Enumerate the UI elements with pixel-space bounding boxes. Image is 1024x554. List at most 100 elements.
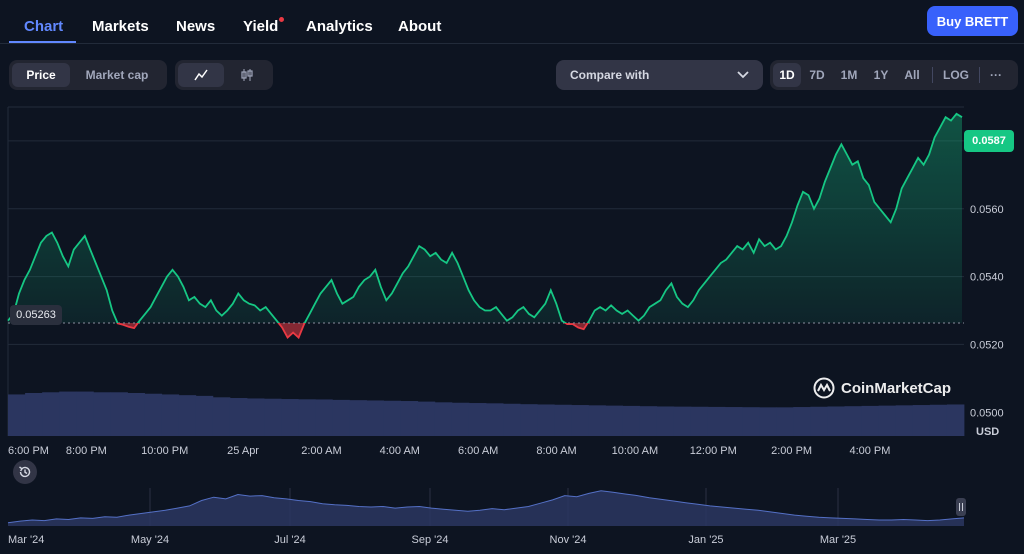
navigator-tick-label: Sep '24 <box>412 534 449 546</box>
range-1y-button[interactable]: 1Y <box>873 68 889 82</box>
price-button[interactable]: Price <box>12 63 70 87</box>
tab-yield-label: Yield <box>243 18 279 35</box>
chevron-down-icon <box>737 71 749 79</box>
range-navigator[interactable]: Mar '24 May '24 Jul '24 Sep '24 Nov '24 Jan '… <box>0 486 1024 554</box>
watermark-text: CoinMarketCap <box>841 379 952 397</box>
volume-bar <box>110 392 128 436</box>
watermark: CoinMarketCap <box>813 377 951 399</box>
volume-bar <box>946 404 965 436</box>
tab-chart[interactable]: Chart <box>24 18 64 35</box>
volume-bar <box>622 405 641 436</box>
volume-bar <box>673 406 692 436</box>
volume-bar <box>707 406 726 436</box>
navigator-tick-label: May '24 <box>131 534 169 546</box>
volume-bar <box>554 404 572 436</box>
type-toggle: Price Market cap <box>9 60 167 90</box>
volume-bar <box>810 406 828 436</box>
price-line-up <box>7 112 963 324</box>
price-area <box>8 113 962 338</box>
volume-bar <box>93 392 111 436</box>
volume-bar <box>229 398 248 436</box>
volume-bar <box>127 393 145 436</box>
navigator-line <box>7 490 965 524</box>
history-button[interactable] <box>13 460 37 484</box>
volume-bar <box>212 397 231 436</box>
x-tick-label: 8:00 AM <box>536 445 576 457</box>
price-area-up <box>8 113 962 324</box>
more-options-button[interactable]: ··· <box>990 68 1002 82</box>
tab-yield[interactable]: Yield <box>243 17 285 35</box>
price-line <box>7 112 963 340</box>
y-tick-label: 0.0520 <box>970 339 1004 351</box>
range-divider <box>932 67 933 83</box>
volume-bar <box>861 405 880 436</box>
range-1m-button[interactable]: 1M <box>840 68 858 82</box>
range-all-button[interactable]: All <box>904 68 920 82</box>
open-price-badge: 0.05263 <box>10 305 62 325</box>
volume-bar <box>247 398 265 436</box>
volume-bar <box>434 402 453 436</box>
range-selector: 1D 7D 1M 1Y All LOG ··· <box>770 60 1018 90</box>
x-tick-label: 6:00 PM <box>8 445 49 457</box>
x-tick-label: 10:00 PM <box>141 445 188 457</box>
volume-bar <box>895 405 914 436</box>
volume-bar <box>776 407 794 436</box>
volume-bar <box>400 401 419 436</box>
tab-analytics[interactable]: Analytics <box>306 18 373 35</box>
volume-bar <box>281 399 299 436</box>
top-nav: Chart Markets News Yield Analytics About… <box>0 0 1024 44</box>
volume-bar <box>571 405 589 436</box>
line-chart-button[interactable] <box>178 63 224 87</box>
candlestick-button[interactable] <box>224 63 270 87</box>
volume-bar <box>503 403 521 436</box>
volume-bar <box>161 394 180 436</box>
volume-bar <box>725 407 743 436</box>
x-tick-label: 4:00 AM <box>380 445 420 457</box>
navigator-tick-label: Nov '24 <box>550 534 587 546</box>
tab-markets[interactable]: Markets <box>92 18 149 35</box>
view-toggle <box>175 60 273 90</box>
range-divider-2 <box>979 67 980 83</box>
current-price-badge: 0.0587 <box>964 130 1014 152</box>
range-7d-button[interactable]: 7D <box>809 68 825 82</box>
volume-bar <box>878 405 897 436</box>
log-scale-button[interactable]: LOG <box>943 68 969 82</box>
navigator-tick-label: Jan '25 <box>688 534 723 546</box>
volume-bar <box>315 399 333 436</box>
volume-bar <box>520 404 538 436</box>
volume-bar <box>25 393 43 436</box>
volume-bar <box>605 405 623 436</box>
volume-bar <box>451 402 470 436</box>
navigator-tick-label: Jul '24 <box>274 534 305 546</box>
market-cap-button[interactable]: Market cap <box>85 68 149 82</box>
volume-bar <box>42 392 60 436</box>
tab-news[interactable]: News <box>176 18 216 35</box>
volume-bar <box>639 406 658 436</box>
y-tick-label: 0.0500 <box>970 407 1004 419</box>
active-tab-underline <box>9 41 76 43</box>
volume-bar <box>59 391 77 436</box>
tab-about[interactable]: About <box>398 18 442 35</box>
currency-label: USD <box>976 426 1000 438</box>
volume-bar <box>827 406 845 436</box>
x-tick-label: 12:00 PM <box>690 445 737 457</box>
volume-bar <box>178 395 197 436</box>
buy-button[interactable]: Buy BRETT <box>927 6 1018 36</box>
navigator-x-axis: Mar '24 May '24 Jul '24 Sep '24 Nov '24 Jan '… <box>8 534 856 546</box>
volume-bar <box>298 399 316 436</box>
x-tick-label: 4:00 PM <box>849 445 890 457</box>
volume-bar <box>588 405 606 436</box>
compare-dropdown[interactable]: Compare with <box>556 60 763 90</box>
x-tick-label: 10:00 AM <box>612 445 658 457</box>
volume-bar <box>8 394 26 436</box>
navigator-area <box>7 490 965 526</box>
navigator-tick-label: Mar '24 <box>8 534 44 546</box>
volume-bar <box>742 407 760 436</box>
navigator-handle[interactable] <box>956 498 966 516</box>
x-tick-label: 2:00 PM <box>771 445 812 457</box>
candlestick-icon <box>241 69 253 81</box>
range-1d-button[interactable]: 1D <box>773 63 801 87</box>
volume-bar <box>332 399 350 436</box>
